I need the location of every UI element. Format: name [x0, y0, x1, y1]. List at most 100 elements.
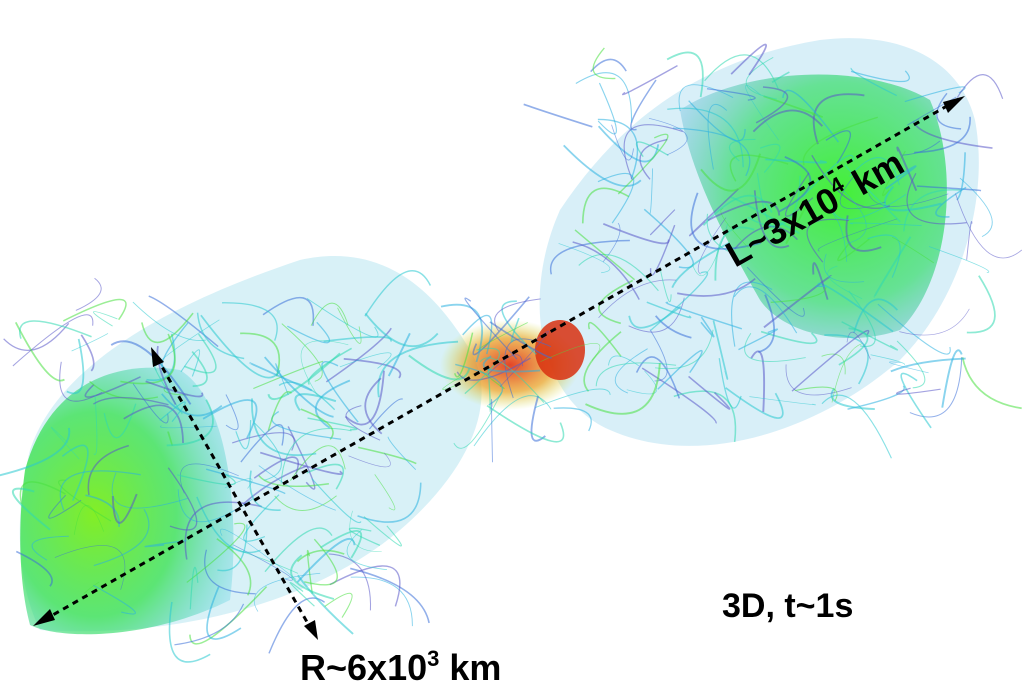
- streak: [442, 375, 463, 390]
- streak: [770, 287, 827, 303]
- streak: [592, 47, 616, 80]
- streak: [271, 411, 342, 440]
- streak: [841, 321, 898, 351]
- streak: [590, 58, 627, 73]
- streak: [802, 116, 878, 166]
- arrowhead: [943, 96, 965, 113]
- streak: [755, 86, 789, 124]
- streak: [877, 303, 951, 355]
- streak: [907, 96, 957, 126]
- streak: [464, 347, 501, 395]
- streak: [785, 172, 814, 217]
- streak: [486, 405, 565, 443]
- radius-label: R~6x103 km: [300, 646, 501, 688]
- streak: [31, 535, 69, 561]
- streak: [750, 350, 766, 413]
- streak: [778, 156, 812, 213]
- streak: [62, 298, 127, 322]
- streak: [145, 380, 204, 398]
- streak: [350, 576, 413, 627]
- streak: [19, 481, 66, 504]
- streak: [643, 208, 695, 269]
- streak: [597, 82, 617, 135]
- streak: [111, 493, 138, 524]
- streak: [374, 474, 396, 511]
- streak: [275, 363, 289, 396]
- streak: [479, 357, 545, 404]
- streak: [839, 176, 886, 210]
- streak: [59, 470, 141, 511]
- streak: [649, 168, 654, 214]
- streak: [827, 265, 863, 300]
- streak: [756, 172, 784, 229]
- streak: [253, 360, 324, 390]
- streak: [700, 316, 715, 338]
- streak: [369, 398, 404, 430]
- streak: [630, 79, 657, 131]
- streak: [167, 467, 198, 531]
- streak: [902, 140, 941, 156]
- streak: [148, 295, 219, 348]
- streak: [263, 356, 334, 418]
- streak: [714, 226, 755, 281]
- flow-lines: [19, 38, 979, 635]
- streak: [71, 333, 109, 352]
- streak: [93, 396, 169, 406]
- streak: [850, 67, 897, 97]
- streak: [535, 388, 611, 408]
- streak: [259, 451, 343, 475]
- streak: [738, 328, 779, 351]
- streak: [785, 364, 852, 396]
- streak: [572, 241, 640, 300]
- streak: [262, 296, 315, 326]
- streak: [936, 92, 962, 130]
- streak: [725, 387, 784, 419]
- streak: [12, 314, 94, 367]
- streak: [240, 332, 281, 377]
- streak: [746, 266, 805, 317]
- streak: [704, 54, 779, 90]
- streak: [132, 301, 206, 341]
- streak: [363, 516, 402, 547]
- streak: [845, 215, 882, 252]
- streak: [959, 177, 993, 238]
- streak: [93, 508, 150, 567]
- streak: [672, 127, 751, 177]
- streak: [823, 253, 865, 283]
- streak: [324, 592, 353, 618]
- streak: [329, 565, 401, 607]
- streak: [387, 436, 417, 471]
- streak: [274, 495, 337, 511]
- streak: [307, 347, 353, 386]
- streak: [189, 566, 199, 610]
- streak: [706, 88, 756, 101]
- streak: [883, 186, 942, 212]
- streak: [825, 130, 852, 164]
- streak: [321, 361, 359, 423]
- streak: [306, 297, 379, 338]
- streak: [132, 383, 169, 424]
- streak: [377, 340, 459, 398]
- streak: [80, 334, 95, 372]
- streak: [648, 117, 688, 156]
- streak: [635, 356, 681, 399]
- streak: [690, 192, 761, 250]
- streak: [83, 581, 100, 594]
- streak: [665, 301, 743, 330]
- streak: [144, 539, 187, 548]
- streak: [191, 351, 208, 387]
- streak: [87, 444, 130, 496]
- arrowhead: [304, 620, 318, 640]
- streak: [847, 385, 905, 410]
- streak: [66, 338, 85, 395]
- streak: [598, 279, 634, 325]
- streak: [821, 353, 846, 375]
- streak: [314, 379, 351, 429]
- streak: [581, 187, 630, 224]
- streak: [462, 314, 493, 355]
- streak: [258, 474, 329, 488]
- streak: [251, 398, 317, 456]
- streak: [791, 329, 870, 392]
- streak: [765, 158, 827, 164]
- streak: [802, 154, 854, 198]
